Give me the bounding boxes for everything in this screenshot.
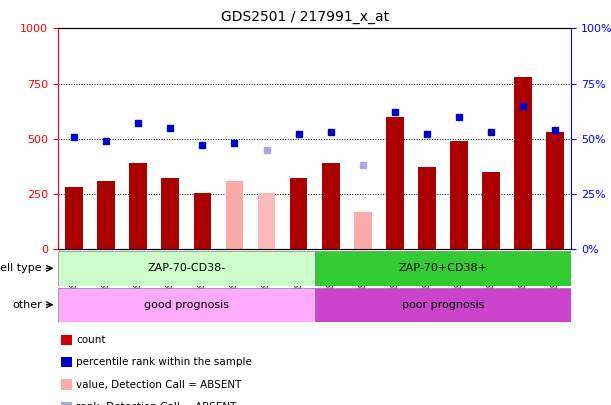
Text: percentile rank within the sample: percentile rank within the sample — [76, 358, 252, 367]
Bar — [161, 179, 179, 249]
Text: value, Detection Call = ABSENT: value, Detection Call = ABSENT — [76, 380, 242, 390]
Bar — [315, 288, 571, 322]
Bar — [258, 193, 276, 249]
Bar — [418, 167, 436, 249]
Bar — [315, 251, 571, 286]
Bar — [58, 288, 315, 322]
Bar — [386, 117, 404, 249]
Text: ZAP-70-CD38-: ZAP-70-CD38- — [147, 263, 225, 273]
Bar — [450, 141, 468, 249]
Bar — [546, 132, 564, 249]
Bar — [225, 181, 243, 249]
Text: ZAP-70+CD38+: ZAP-70+CD38+ — [398, 263, 488, 273]
Text: good prognosis: good prognosis — [144, 300, 229, 310]
Bar — [354, 211, 371, 249]
Bar — [514, 77, 532, 249]
Bar — [130, 163, 147, 249]
Bar — [482, 172, 500, 249]
Bar — [322, 163, 340, 249]
Text: other: other — [12, 300, 42, 310]
Text: poor prognosis: poor prognosis — [402, 300, 484, 310]
Text: rank, Detection Call = ABSENT: rank, Detection Call = ABSENT — [76, 402, 236, 405]
Bar — [194, 193, 211, 249]
Bar — [97, 181, 115, 249]
Bar — [58, 251, 315, 286]
Bar — [65, 187, 83, 249]
Text: GDS2501 / 217991_x_at: GDS2501 / 217991_x_at — [221, 10, 390, 24]
Text: count: count — [76, 335, 106, 345]
Text: cell type: cell type — [0, 263, 42, 273]
Bar — [290, 179, 307, 249]
